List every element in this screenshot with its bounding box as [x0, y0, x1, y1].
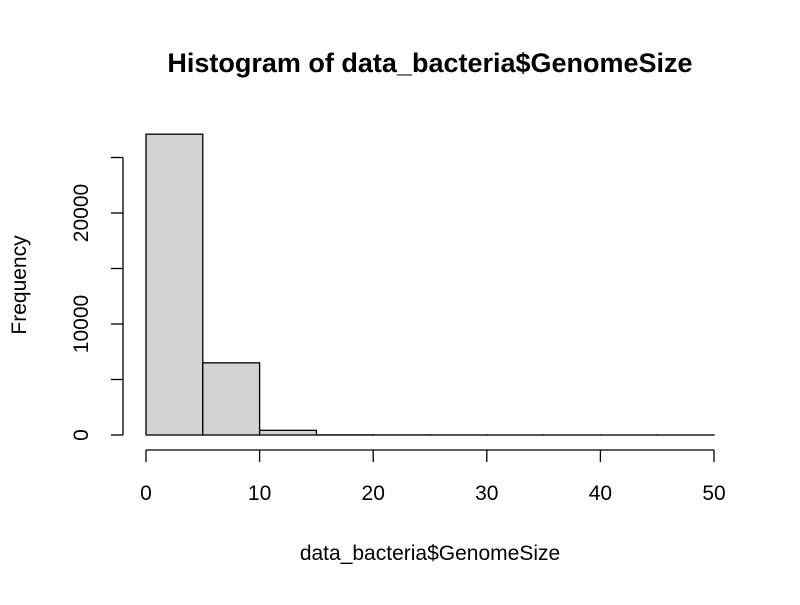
y-axis-title: Frequency	[8, 235, 31, 335]
y-tick-label-4: 20000	[70, 184, 93, 242]
y-tick-label-2: 10000	[70, 295, 93, 353]
x-tick-label-1: 10	[248, 482, 271, 505]
y-axis: 0 10000 20000	[70, 158, 123, 441]
chart-title: Histogram of data_bacteria$GenomeSize	[167, 48, 692, 78]
x-tick-label-5: 50	[702, 482, 725, 505]
y-tick-label-0: 0	[70, 429, 93, 441]
x-tick-label-4: 40	[589, 482, 612, 505]
x-tick-label-0: 0	[140, 482, 152, 505]
histogram-bar-2	[260, 430, 317, 435]
x-tick-label-2: 20	[362, 482, 385, 505]
bars-group	[146, 134, 714, 435]
histogram-bar-0	[146, 134, 203, 435]
histogram-bar-1	[203, 363, 260, 435]
x-axis: 0 10 20 30 40 50	[140, 450, 726, 505]
x-tick-label-3: 30	[475, 482, 498, 505]
x-axis-title: data_bacteria$GenomeSize	[300, 542, 560, 565]
